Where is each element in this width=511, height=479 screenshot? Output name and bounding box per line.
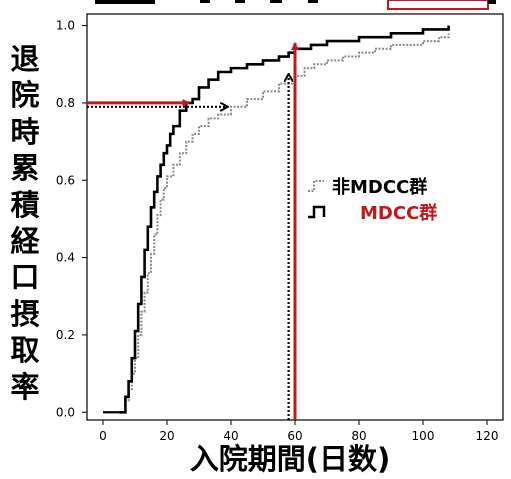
y-tick-label: 0.4 bbox=[56, 251, 75, 265]
y-axis-label-char: 累 bbox=[10, 151, 40, 186]
legend-swatch-mdcc bbox=[308, 205, 326, 219]
x-axis-label: 入院期間(日数) bbox=[189, 442, 391, 476]
x-tick-label: 80 bbox=[351, 429, 366, 443]
y-tick-label: 1.0 bbox=[56, 19, 75, 33]
series-line-non-mdcc bbox=[119, 33, 450, 414]
top-cropped-banner bbox=[95, 0, 496, 10]
y-axis-label-char: 退 bbox=[10, 42, 40, 76]
y-tick-label: 0.2 bbox=[56, 328, 75, 342]
legend-label-mdcc: MDCC群 bbox=[360, 202, 437, 224]
x-tick-label: 120 bbox=[476, 429, 499, 443]
y-axis-label-char: 時 bbox=[10, 114, 40, 149]
y-axis-label-char: 取 bbox=[10, 333, 40, 368]
legend: 非MDCC群 MDCC群 bbox=[308, 176, 437, 224]
axis-ticks: 0 20 40 60 80 100 120 0.0 0.2 0.4 0.6 0.8 1.0 bbox=[56, 19, 499, 443]
y-axis-label-char: 口 bbox=[10, 260, 40, 295]
legend-swatch-non-mdcc bbox=[308, 180, 324, 192]
y-tick-label: 0.6 bbox=[56, 173, 75, 187]
x-tick-label: 60 bbox=[287, 429, 302, 443]
legend-label-non-mdcc: 非MDCC群 bbox=[332, 176, 427, 198]
y-axis-label-char: 院 bbox=[10, 78, 40, 113]
y-axis-label-char: 摂 bbox=[10, 296, 40, 331]
y-axis-label-char: 積 bbox=[10, 187, 40, 222]
x-tick-label: 40 bbox=[223, 429, 238, 443]
y-axis-label-char: 経 bbox=[10, 224, 40, 258]
x-tick-label: 0 bbox=[99, 429, 107, 443]
y-tick-label: 0.0 bbox=[56, 405, 75, 419]
y-tick-label: 0.8 bbox=[56, 96, 75, 110]
x-tick-label: 20 bbox=[159, 429, 174, 443]
annotation-layer bbox=[87, 42, 299, 420]
y-axis-label-char: 率 bbox=[10, 369, 40, 404]
x-tick-label: 100 bbox=[412, 429, 435, 443]
